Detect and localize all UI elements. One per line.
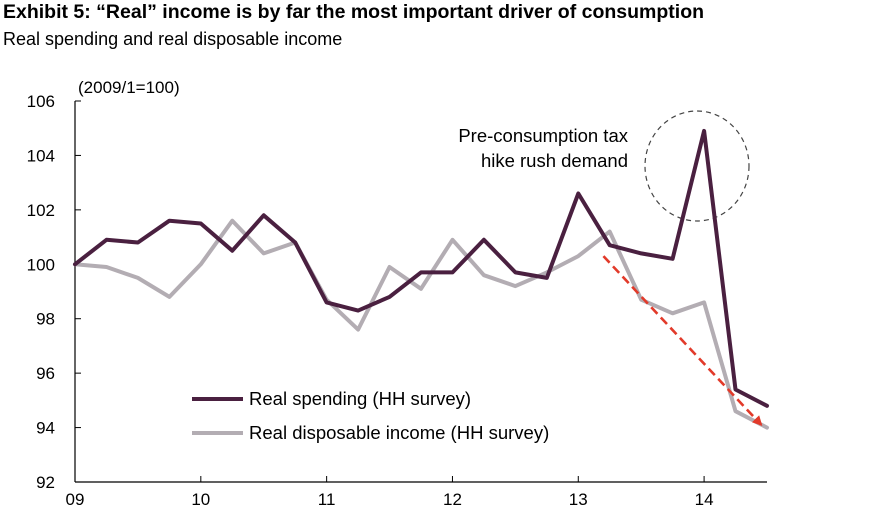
x-tick-label: 09 — [66, 490, 85, 509]
x-tick-label: 11 — [318, 490, 336, 509]
y-tick-label: 104 — [27, 146, 55, 165]
y-axis-unit-label: (2009/1=100) — [78, 78, 180, 97]
annotation-text-line: Pre-consumption tax — [458, 125, 628, 146]
page-subtitle: Real spending and real disposable income — [3, 29, 343, 49]
chart-axes: (2009/1=100) 92 94 96 98 100 102 104 106 09 10 11 12… — [27, 78, 767, 509]
x-tick-label: 12 — [443, 490, 462, 509]
y-tick-label: 92 — [36, 473, 55, 492]
legend-label-1: Real disposable income (HH survey) — [249, 422, 549, 443]
y-tick-label: 106 — [27, 92, 55, 111]
highlight-circle — [644, 110, 750, 222]
x-tick-label: 10 — [191, 490, 210, 509]
legend-label-0: Real spending (HH survey) — [249, 388, 471, 409]
series-line-0 — [73, 128, 769, 408]
y-tick-label: 96 — [36, 364, 55, 383]
chart-legend: Real spending (HH survey) Real disposable… — [192, 388, 549, 443]
y-tick-label: 102 — [27, 201, 55, 220]
y-tick-label: 94 — [36, 419, 55, 438]
series-line-1 — [73, 218, 769, 430]
x-tick-label: 14 — [695, 490, 714, 509]
y-tick-label: 100 — [27, 255, 55, 274]
y-tick-label: 98 — [36, 310, 55, 329]
page-title: Exhibit 5: “Real” income is by far the m… — [3, 1, 705, 23]
series-layer — [73, 128, 769, 430]
x-tick-label: 13 — [569, 490, 588, 509]
annotation-text-line: hike rush demand — [481, 150, 628, 171]
annotation-layer: Pre-consumption tax hike rush demand — [458, 110, 750, 222]
trend-arrow — [602, 255, 763, 427]
